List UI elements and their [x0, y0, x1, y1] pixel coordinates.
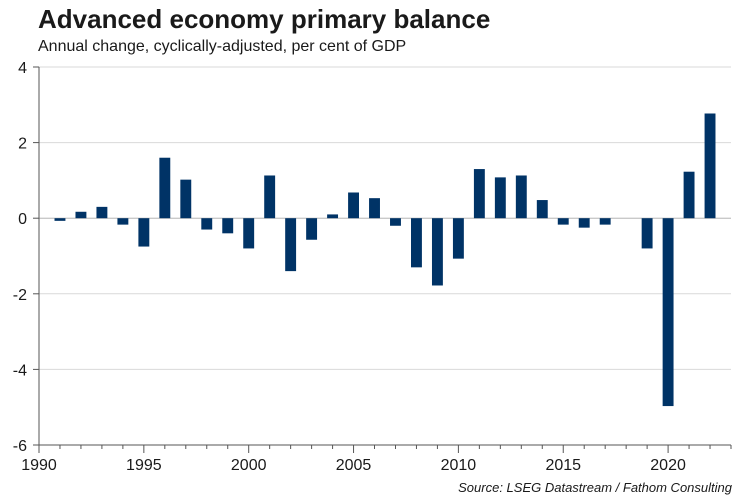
y-tick-label: 2: [18, 136, 27, 153]
bar-1999: [222, 218, 234, 234]
bar-2004: [327, 214, 339, 219]
bar-1996: [159, 157, 171, 219]
bar-1997: [180, 179, 192, 219]
x-tick-label: 2015: [545, 457, 581, 474]
gridlines: [39, 66, 731, 370]
bar-2015: [557, 218, 569, 225]
bar-2009: [431, 218, 443, 286]
bar-2008: [411, 218, 422, 268]
bar-1995: [138, 218, 150, 247]
axes: [33, 66, 732, 453]
bar-1992: [75, 211, 87, 219]
y-tick-label: -6: [13, 438, 27, 455]
bar-2000: [243, 218, 255, 249]
bar-2022: [704, 113, 716, 219]
y-tick-labels: 4 2 0 -2 -4 -6: [13, 60, 27, 455]
bar-2012: [494, 177, 506, 219]
bar-1991: [54, 218, 66, 221]
y-tick-label: -4: [13, 362, 27, 379]
bar-2006: [369, 198, 380, 219]
y-tick-label: 0: [18, 211, 27, 228]
source-note: Source: LSEG Datastream / Fathom Consult…: [458, 480, 732, 495]
x-tick-label: 2010: [441, 457, 477, 474]
bar-2019: [641, 218, 653, 249]
y-tick-label: 4: [18, 60, 27, 77]
bar-2011: [473, 169, 485, 219]
bar-2014: [536, 200, 548, 219]
x-tick-label: 1995: [126, 457, 162, 474]
bar-2005: [348, 192, 359, 219]
bar-2001: [264, 175, 276, 219]
bar-2017: [599, 218, 611, 225]
x-tick-label: 2000: [231, 457, 267, 474]
x-tick-label: 2020: [650, 457, 686, 474]
chart-title: Advanced economy primary balance: [38, 4, 491, 34]
x-tick-labels: 1990 1995 2000 2005 2010 2015 2020: [21, 457, 686, 474]
bars: [54, 113, 716, 407]
y-tick-label: -2: [13, 287, 27, 304]
chart-subtitle: Annual change, cyclically-adjusted, per …: [38, 38, 407, 55]
bar-1998: [201, 218, 213, 230]
bar-2020: [662, 218, 674, 407]
x-tick-label: 1990: [21, 457, 57, 474]
x-tick-label: 2005: [336, 457, 372, 474]
bar-2003: [306, 218, 318, 240]
bar-2002: [285, 218, 297, 272]
bar-2007: [390, 218, 401, 226]
bar-2016: [578, 218, 590, 228]
bar-2013: [515, 175, 527, 219]
bar-2010: [452, 218, 464, 259]
bar-1993: [96, 206, 108, 219]
bar-2021: [683, 171, 695, 219]
bar-1994: [117, 218, 129, 225]
